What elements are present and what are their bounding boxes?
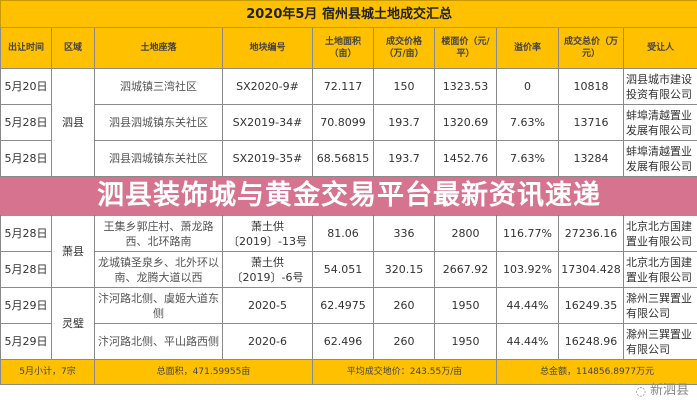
premium-rate-cell: 7.63% bbox=[496, 140, 559, 177]
buyer-cell: 滁州三巽置业有限公司 bbox=[622, 287, 697, 324]
price-cell: 260 bbox=[373, 287, 435, 324]
floor-price-cell: 2667.92 bbox=[434, 251, 497, 288]
column-header: 土地座落 bbox=[94, 27, 223, 69]
price-cell: 150 bbox=[373, 68, 435, 105]
table-row: 5月28日 龙城镇圣泉乡、北外环以南、龙腾大道以西 萧土供〔2019〕-6号 54.0… bbox=[0, 251, 697, 288]
column-header: 出让时间 bbox=[0, 27, 52, 69]
date-cell: 5月28日 bbox=[0, 215, 52, 252]
total-price-cell: 27236.16 bbox=[558, 215, 624, 252]
premium-rate-cell: 44.44% bbox=[496, 323, 559, 360]
floor-price-cell: 2800 bbox=[434, 215, 497, 252]
table-title: 2020年5月 宿州县城土地成交汇总 bbox=[0, 0, 697, 28]
buyer-cell: 滁州三巽置业有限公司 bbox=[622, 323, 697, 360]
parcel-code-cell: 2020-6 bbox=[222, 323, 313, 360]
total-price-cell: 10818 bbox=[558, 68, 624, 105]
parcel-code-cell: 萧土供〔2019〕-6号 bbox=[222, 251, 313, 288]
premium-rate-cell: 44.44% bbox=[496, 287, 559, 324]
wechat-icon: ◌ bbox=[635, 384, 646, 398]
area-cell: 70.8099 bbox=[312, 104, 374, 141]
location-cell: 汴河路北侧、虞姬大道东侧 bbox=[94, 287, 223, 324]
total-price-cell: 13284 bbox=[558, 140, 624, 177]
parcel-code-cell: SX2019-35# bbox=[222, 140, 313, 177]
area-cell: 68.56815 bbox=[312, 140, 374, 177]
area-cell: 62.4975 bbox=[312, 287, 374, 324]
wechat-watermark: ◌ 新泗县 bbox=[636, 383, 690, 399]
date-cell: 5月20日 bbox=[0, 68, 52, 105]
summary-total-amount: 总金额，114856.8977万元 bbox=[495, 359, 697, 385]
column-header: 溢价率 bbox=[496, 27, 559, 69]
parcel-code-cell: SX2020-9# bbox=[222, 68, 313, 105]
parcel-code-cell: SX2019-34# bbox=[222, 104, 313, 141]
date-cell: 5月29日 bbox=[0, 287, 52, 324]
summary-row: 5月小计，7宗 总面积，471.59955亩 平均成交地价：243.55万/亩 总金额… bbox=[0, 359, 697, 385]
buyer-cell: 北京北方国建置业有限公司 bbox=[622, 251, 697, 288]
location-cell: 泗城镇三湾社区 bbox=[94, 68, 223, 105]
table-row: 5月28日 萧县 王集乡郭庄村、萧龙路西、北环路南 萧土供〔2019〕-13号 81.0… bbox=[0, 215, 697, 288]
buyer-cell: 蚌埠清越置业发展有限公司 bbox=[622, 140, 697, 177]
area-cell: 72.117 bbox=[312, 68, 374, 105]
premium-rate-cell: 116.77% bbox=[496, 215, 559, 252]
date-cell: 5月28日 bbox=[0, 140, 52, 177]
column-header: 成交总价（万元） bbox=[558, 27, 624, 69]
table-row: 5月29日 灵璧 汴河路北侧、虞姬大道东侧 2020-5 62.4975 260 1950 4… bbox=[0, 287, 697, 360]
buyer-cell: 泗县城市建设投资有限公司 bbox=[622, 68, 697, 105]
price-cell: 193.7 bbox=[373, 140, 435, 177]
headline-text: 泗县装饰城与黄金交易平台最新资讯速递 bbox=[97, 180, 602, 211]
location-cell: 龙城镇圣泉乡、北外环以南、龙腾大道以西 bbox=[94, 251, 223, 288]
floor-price-cell: 1950 bbox=[434, 287, 497, 324]
column-header: 成交价格（万/亩） bbox=[373, 27, 435, 69]
buyer-cell: 蚌埠清越置业发展有限公司 bbox=[622, 104, 697, 141]
summary-count: 5月小计，7宗 bbox=[0, 359, 95, 385]
total-price-cell: 17304.428 bbox=[558, 251, 624, 288]
location-cell: 汴河路北侧、平山路西侧 bbox=[94, 323, 223, 360]
date-cell: 5月29日 bbox=[0, 323, 52, 360]
land-transaction-table: 2020年5月 宿州县城土地成交汇总 出让时间 区域 土地座落 地块编号 土地面积（亩）… bbox=[0, 0, 697, 385]
region-cell: 灵璧 bbox=[51, 287, 95, 360]
price-cell: 336 bbox=[373, 215, 435, 252]
region-cell: 萧县 bbox=[51, 215, 95, 288]
table-row: 5月28日 泗县泗城镇东关社区 SX2019-34# 70.8099 193.7 1320… bbox=[0, 104, 697, 141]
floor-price-cell: 1323.53 bbox=[434, 68, 497, 105]
headline-cell: 泗县装饰城与黄金交易平台最新资讯速递 bbox=[0, 176, 697, 216]
area-cell: 62.496 bbox=[312, 323, 374, 360]
column-header: 土地面积（亩） bbox=[312, 27, 374, 69]
premium-rate-cell: 0 bbox=[496, 68, 559, 105]
price-cell: 320.15 bbox=[373, 251, 435, 288]
location-cell: 泗县泗城镇东关社区 bbox=[94, 140, 223, 177]
table-row: 5月20日 泗县 泗城镇三湾社区 SX2020-9# 72.117 150 1323.53 0… bbox=[0, 68, 697, 177]
column-header: 地块编号 bbox=[222, 27, 313, 69]
table-row: 5月29日 汴河路北侧、平山路西侧 2020-6 62.496 260 1950 44.44… bbox=[0, 323, 697, 360]
location-cell: 泗县泗城镇东关社区 bbox=[94, 104, 223, 141]
summary-total-area: 总面积，471.59955亩 bbox=[94, 359, 313, 385]
column-header: 楼面价（元/平） bbox=[434, 27, 497, 69]
location-cell: 王集乡郭庄村、萧龙路西、北环路南 bbox=[94, 215, 223, 252]
premium-rate-cell: 103.92% bbox=[496, 251, 559, 288]
area-cell: 81.06 bbox=[312, 215, 374, 252]
parcel-code-cell: 2020-5 bbox=[222, 287, 313, 324]
watermark-text: 新泗县 bbox=[649, 383, 689, 398]
total-price-cell: 16249.35 bbox=[558, 287, 624, 324]
table-row: 5月28日 泗县泗城镇东关社区 SX2019-35# 68.56815 193.7 145… bbox=[0, 140, 697, 177]
floor-price-cell: 1452.76 bbox=[434, 140, 497, 177]
headline-banner: 泗县装饰城与黄金交易平台最新资讯速递 bbox=[0, 176, 697, 216]
floor-price-cell: 1320.69 bbox=[434, 104, 497, 141]
parcel-code-cell: 萧土供〔2019〕-13号 bbox=[222, 215, 313, 252]
column-header: 受让人 bbox=[622, 27, 697, 69]
summary-avg-price: 平均成交地价：243.55万/亩 bbox=[312, 359, 497, 385]
price-cell: 260 bbox=[373, 323, 435, 360]
total-price-cell: 13716 bbox=[558, 104, 624, 141]
region-cell: 泗县 bbox=[51, 68, 95, 177]
premium-rate-cell: 7.63% bbox=[496, 104, 559, 141]
floor-price-cell: 1950 bbox=[434, 323, 497, 360]
buyer-cell: 北京北方国建置业有限公司 bbox=[622, 215, 697, 252]
price-cell: 193.7 bbox=[373, 104, 435, 141]
date-cell: 5月28日 bbox=[0, 104, 52, 141]
date-cell: 5月28日 bbox=[0, 251, 52, 288]
column-header: 区域 bbox=[51, 27, 95, 69]
total-price-cell: 16248.96 bbox=[558, 323, 624, 360]
area-cell: 54.051 bbox=[312, 251, 374, 288]
